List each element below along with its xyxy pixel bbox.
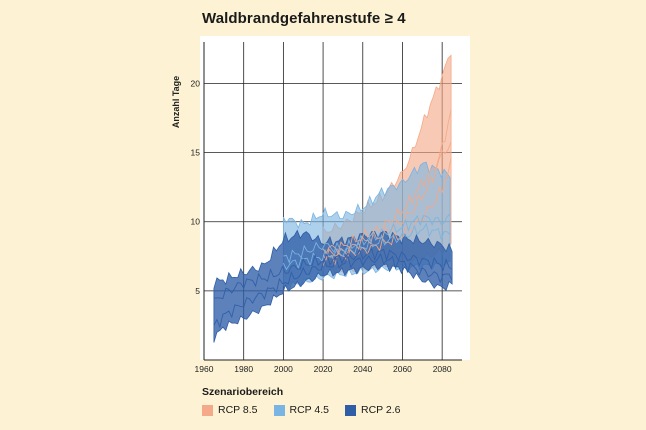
chart-title: Waldbrandgefahrenstufe ≥ 4 [202, 10, 406, 27]
member-line-rcp-4-5 [283, 213, 451, 265]
member-line-rcp-8-5 [322, 141, 452, 255]
x-tick-label: 2060 [393, 364, 412, 374]
member-line-rcp-4-5 [282, 222, 451, 271]
x-tick-label: 2040 [353, 364, 372, 374]
band-rcp-2-6 [213, 229, 453, 343]
legend-label: RCP 2.6 [361, 404, 401, 416]
x-tick-label: 2000 [274, 364, 293, 374]
legend-swatch [345, 404, 356, 416]
legend-item-rcp-8-5: RCP 8.5 [202, 404, 258, 416]
legend-swatch [273, 404, 285, 416]
y-tick-label: 10 [191, 217, 201, 227]
legend-label: RCP 4.5 [289, 404, 330, 416]
x-tick-label: 2080 [433, 364, 452, 374]
x-tick-label: 2020 [314, 364, 333, 374]
x-tick-label: 1960 [195, 364, 214, 374]
plot-area: 1960 1980 2000 2020 2040 2060 2080 5 10 15 20 Anzah… [171, 36, 470, 374]
y-tick-label: 15 [191, 148, 201, 158]
legend: RCP 8.5 RCP 4.5 RCP 2.6 [202, 404, 401, 416]
member-line-rcp-2-6 [213, 253, 453, 329]
legend-label: RCP 8.5 [218, 404, 258, 416]
y-tick-label: 20 [191, 78, 201, 88]
legend-item-rcp-2-6: RCP 2.6 [345, 404, 401, 416]
x-tick-label: 1980 [234, 364, 253, 374]
legend-title: Szenariobereich [202, 386, 284, 398]
y-axis-label: Anzahl Tage [171, 76, 181, 128]
legend-swatch [202, 404, 213, 416]
chart-svg: 1960 1980 2000 2020 2040 2060 2080 5 10 15 20 Anzah… [171, 42, 462, 374]
y-tick-label: 5 [195, 286, 200, 296]
member-line-rcp-2-6 [213, 247, 453, 300]
legend-item-rcp-4-5: RCP 4.5 [273, 404, 330, 416]
